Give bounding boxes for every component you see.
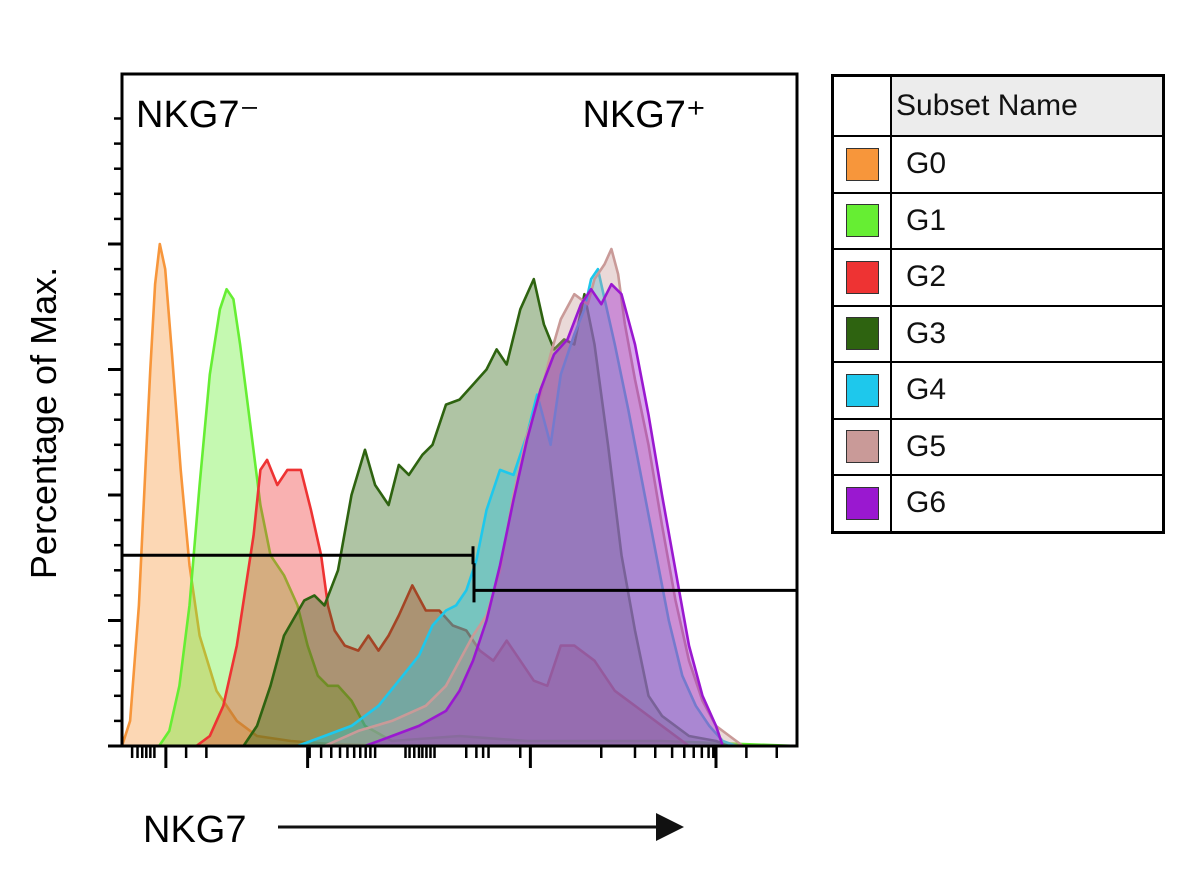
legend-row-g5[interactable]: G5 bbox=[834, 417, 1162, 474]
legend-header-row: Subset Name bbox=[834, 77, 1162, 135]
legend-swatch-g0 bbox=[845, 147, 879, 181]
legend-label-g6: G6 bbox=[906, 486, 947, 520]
legend-row-g1[interactable]: G1 bbox=[834, 191, 1162, 248]
x-axis-arrow bbox=[278, 813, 684, 841]
series-layer bbox=[122, 242, 797, 746]
legend-swatch-cell bbox=[834, 419, 892, 474]
legend-label-g1: G1 bbox=[906, 203, 947, 237]
gate-layer bbox=[122, 546, 797, 603]
legend-swatch-g3 bbox=[845, 317, 879, 351]
legend-row-g3[interactable]: G3 bbox=[834, 304, 1162, 361]
legend-swatch-cell bbox=[834, 250, 892, 305]
legend-label-g5: G5 bbox=[906, 429, 947, 463]
legend-label-g4: G4 bbox=[906, 373, 947, 407]
series-g2-area bbox=[195, 458, 691, 746]
legend-row-g2[interactable]: G2 bbox=[834, 248, 1162, 305]
legend-rows: G0 G1 G2 G3 G4 G5 G6 bbox=[834, 135, 1162, 531]
series-g6-area bbox=[363, 282, 725, 746]
plot-frame bbox=[120, 72, 799, 748]
y-axis-label: Percentage of Max. bbox=[23, 267, 64, 579]
legend-swatch-g1 bbox=[845, 204, 879, 238]
legend-swatch-g2 bbox=[845, 260, 879, 294]
legend-row-g0[interactable]: G0 bbox=[834, 135, 1162, 192]
legend-swatch-cell bbox=[834, 306, 892, 361]
series-g5-area bbox=[323, 247, 745, 746]
legend-swatch-cell bbox=[834, 193, 892, 248]
legend-swatch-cell bbox=[834, 476, 892, 531]
legend-swatch-cell bbox=[834, 137, 892, 192]
x-axis-label: NKG7 bbox=[143, 809, 246, 851]
legend-label-g0: G0 bbox=[906, 147, 947, 181]
series-g4-area bbox=[296, 267, 738, 746]
legend-label-g3: G3 bbox=[906, 316, 947, 350]
legend-swatch-g6 bbox=[845, 486, 879, 520]
legend-label-g2: G2 bbox=[906, 260, 947, 294]
legend-row-g6[interactable]: G6 bbox=[834, 474, 1162, 531]
series-g1-area bbox=[157, 287, 797, 746]
legend-swatch-g4 bbox=[845, 373, 879, 407]
annotation-nkg7-positive: NKG7⁺ bbox=[582, 94, 706, 136]
legend-header-blank bbox=[834, 77, 892, 135]
legend-header-label: Subset Name bbox=[892, 77, 1162, 135]
series-g0-area bbox=[122, 242, 797, 746]
x-axis-ticks bbox=[130, 746, 778, 768]
y-axis-ticks bbox=[108, 117, 122, 748]
legend-swatch-g5 bbox=[845, 430, 879, 464]
legend-row-g4[interactable]: G4 bbox=[834, 361, 1162, 418]
annotation-nkg7-negative: NKG7⁻ bbox=[136, 94, 260, 136]
legend: Subset Name G0 G1 G2 G3 G4 G5 G6 bbox=[831, 74, 1165, 534]
legend-swatch-cell bbox=[834, 363, 892, 418]
